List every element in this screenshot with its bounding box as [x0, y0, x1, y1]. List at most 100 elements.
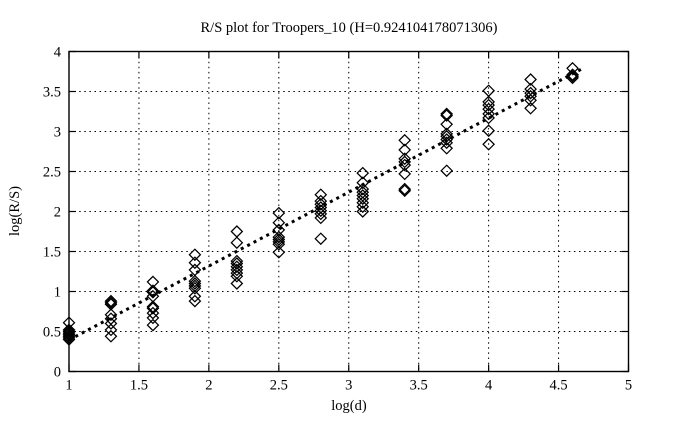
data-point-diamond	[356, 176, 370, 190]
chart-title: R/S plot for Troopers_10 (H=0.9241041780…	[200, 20, 498, 36]
data-point-diamond	[356, 182, 370, 196]
data-point-diamond	[188, 274, 202, 288]
data-point-diamond	[230, 263, 244, 277]
data-point-diamond	[398, 158, 412, 172]
data-point-diamond	[104, 323, 118, 337]
data-point-diamond	[146, 311, 160, 325]
data-point-diamond	[524, 89, 537, 103]
data-point-diamond	[314, 211, 328, 225]
data-point-diamond	[230, 269, 244, 283]
data-point-diamond	[272, 223, 286, 237]
data-point-diamond	[398, 167, 412, 181]
y-axis-label: log(R/S)	[7, 186, 23, 236]
data-point-diamond	[482, 107, 496, 121]
data-point-diamond	[314, 197, 328, 211]
data-point-diamond	[440, 136, 454, 150]
data-point-diamond	[146, 301, 160, 315]
data-point-diamond	[146, 306, 160, 320]
y-tick-label: 4	[54, 45, 62, 61]
data-point-diamond	[398, 155, 412, 169]
data-point-diamond	[398, 152, 412, 166]
data-point-diamond	[188, 256, 202, 270]
data-point-diamond	[188, 281, 202, 295]
data-point-diamond	[230, 260, 244, 274]
data-point-diamond	[398, 184, 412, 198]
data-point-diamond	[146, 318, 160, 332]
data-point-diamond	[440, 164, 454, 178]
y-tick-label: 2	[54, 205, 61, 221]
y-tick-label: 3.5	[43, 85, 61, 101]
data-point-diamond	[482, 124, 496, 138]
data-point-diamond	[440, 127, 454, 141]
x-tick-label: 1	[65, 378, 72, 394]
data-point-diamond	[188, 263, 202, 277]
x-axis-label: log(d)	[331, 398, 367, 414]
data-point-diamond	[62, 323, 76, 337]
data-point-diamond	[230, 277, 244, 290]
data-point-diamond	[272, 230, 286, 244]
x-tick-label: 3.5	[410, 378, 428, 394]
y-tick-label: 1	[54, 285, 61, 301]
data-point-diamond	[188, 294, 202, 308]
data-point-diamond	[62, 326, 76, 340]
data-point-diamond	[566, 71, 579, 85]
data-point-diamond	[440, 129, 454, 143]
data-point-diamond	[272, 206, 286, 220]
data-point-diamond	[566, 69, 579, 83]
data-point-diamond	[482, 137, 496, 151]
data-point-diamond	[356, 200, 370, 214]
data-point-diamond	[62, 331, 76, 345]
data-point-diamond	[398, 133, 412, 147]
data-point-diamond	[62, 333, 76, 346]
data-point-diamond	[482, 111, 496, 125]
data-point-diamond	[230, 225, 244, 238]
data-point-diamond	[272, 233, 286, 246]
data-point-diamond	[62, 328, 76, 342]
data-point-diamond	[566, 68, 579, 82]
data-point-diamond	[188, 289, 202, 303]
data-point-diamond	[566, 61, 579, 75]
data-point-diamond	[314, 194, 328, 208]
data-point-diamond	[398, 143, 412, 157]
data-point-diamond	[146, 284, 160, 298]
x-tick-label: 3	[345, 378, 352, 394]
data-point-diamond	[314, 232, 328, 246]
data-point-diamond	[356, 192, 370, 206]
data-point-diamond	[314, 188, 328, 202]
data-point-diamond	[146, 285, 160, 299]
data-point-diamond	[104, 296, 118, 310]
y-tick-label: 2.5	[43, 165, 61, 181]
data-point-diamond	[188, 248, 202, 262]
data-point-diamond	[314, 204, 328, 218]
data-point-diamond	[314, 207, 328, 221]
x-tick-label: 5	[625, 378, 632, 394]
data-point-diamond	[524, 86, 537, 100]
x-tick-label: 4	[485, 378, 493, 394]
data-point-diamond	[104, 329, 118, 343]
data-point-diamond	[524, 101, 537, 115]
data-point-diamond	[482, 102, 496, 116]
x-tick-label: 4.5	[550, 378, 568, 394]
data-point-diamond	[62, 329, 76, 343]
data-point-diamond	[482, 95, 496, 109]
data-point-diamond	[104, 317, 118, 330]
y-tick-label: 1.5	[43, 245, 61, 261]
x-tick-label: 2	[205, 378, 212, 394]
data-point-diamond	[272, 237, 286, 251]
data-point-diamond	[356, 196, 370, 210]
data-point-diamond	[356, 189, 370, 202]
data-point-diamond	[62, 325, 76, 338]
data-point-diamond	[272, 245, 286, 259]
data-point-diamond	[188, 277, 202, 290]
data-point-diamond	[440, 133, 454, 146]
x-tick-label: 2.5	[270, 378, 288, 394]
y-tick-label: 0.5	[43, 325, 61, 341]
data-point-diamond	[440, 117, 454, 131]
data-point-diamond	[104, 294, 118, 308]
x-tick-label: 1.5	[130, 378, 148, 394]
data-point-diamond	[440, 141, 454, 155]
data-point-diamond	[482, 98, 496, 112]
data-point-diamond	[482, 84, 496, 98]
data-point-diamond	[104, 308, 118, 322]
data-point-diamond	[356, 205, 370, 218]
